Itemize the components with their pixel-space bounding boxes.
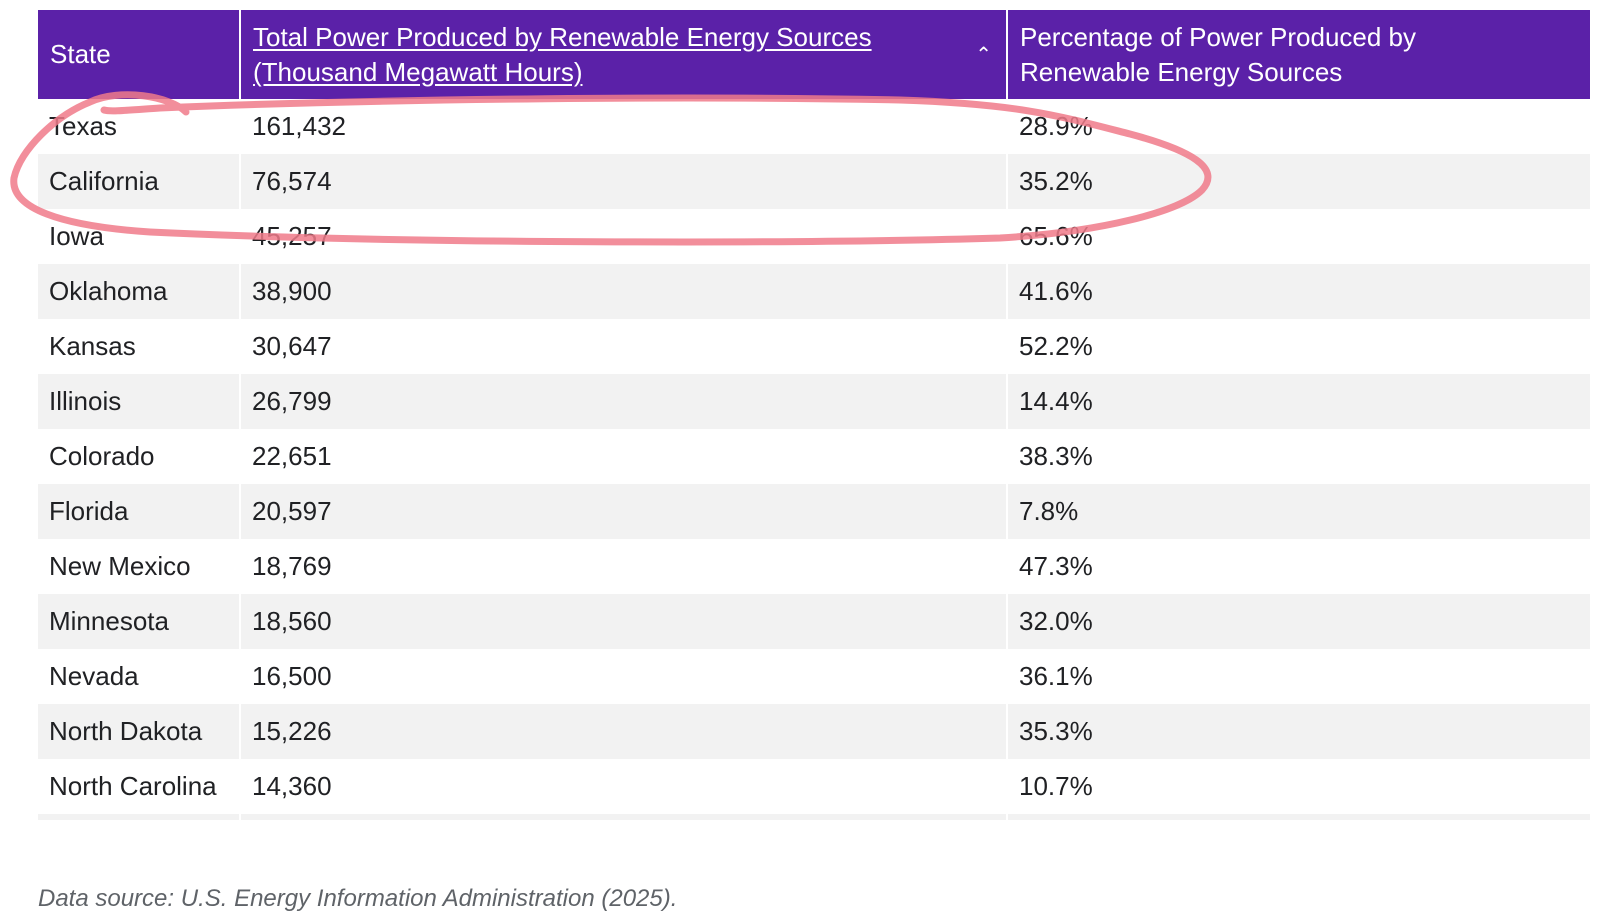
cell-percentage: 36.1% xyxy=(1007,649,1590,704)
cell-percentage: 35.2% xyxy=(1007,154,1590,209)
column-header-state[interactable]: State xyxy=(38,10,241,99)
cell-percentage: 35.3% xyxy=(1007,704,1590,759)
cell-total-power: 20,597 xyxy=(240,484,1008,539)
cell-total-power: 161,432 xyxy=(240,99,1008,154)
cell-percentage: 14.4% xyxy=(1007,374,1590,429)
cell-total-power: 45,257 xyxy=(240,209,1008,264)
table-body: Texas 161,432 28.9% California 76,574 35… xyxy=(38,99,1590,820)
column-header-percentage-line1: Percentage of Power Produced by xyxy=(1020,21,1417,52)
cell-total-power: 38,900 xyxy=(240,264,1008,319)
cell-state: North Dakota xyxy=(38,704,241,759)
cell-total-power: 15,226 xyxy=(240,704,1008,759)
cell-state-empty xyxy=(38,814,241,820)
cell-state: Illinois xyxy=(38,374,241,429)
cell-total-power-empty xyxy=(240,814,1008,820)
cell-state: Colorado xyxy=(38,429,241,484)
cell-state: California xyxy=(38,154,241,209)
table-container[interactable]: State Total Power Produced by Renewable … xyxy=(38,10,1590,820)
column-header-total-power-line1: Total Power Produced by Renewable Energy… xyxy=(253,21,872,52)
cell-total-power: 22,651 xyxy=(240,429,1008,484)
cell-state: Minnesota xyxy=(38,594,241,649)
cell-percentage: 47.3% xyxy=(1007,539,1590,594)
cell-total-power: 76,574 xyxy=(240,154,1008,209)
table-row: Texas 161,432 28.9% xyxy=(38,99,1590,154)
data-source-caption: Data source: U.S. Energy Information Adm… xyxy=(38,885,678,912)
cell-total-power: 14,360 xyxy=(240,759,1008,814)
table-row: Florida 20,597 7.8% xyxy=(38,484,1590,539)
column-header-total-power-line2: (Thousand Megawatt Hours) xyxy=(253,56,583,87)
cell-percentage: 38.3% xyxy=(1007,429,1590,484)
column-header-percentage-line2: Renewable Energy Sources xyxy=(1020,56,1343,87)
cell-state: New Mexico xyxy=(38,539,241,594)
cell-percentage: 65.6% xyxy=(1007,209,1590,264)
table-row: Nevada 16,500 36.1% xyxy=(38,649,1590,704)
cell-total-power: 18,769 xyxy=(240,539,1008,594)
cell-state: Nevada xyxy=(38,649,241,704)
cell-state: Oklahoma xyxy=(38,264,241,319)
cell-total-power: 26,799 xyxy=(240,374,1008,429)
column-header-total-power-label[interactable]: Total Power Produced by Renewable Energy… xyxy=(253,20,872,90)
cell-total-power: 18,560 xyxy=(240,594,1008,649)
cell-percentage-empty xyxy=(1007,814,1590,820)
renewable-energy-table: State Total Power Produced by Renewable … xyxy=(38,10,1590,820)
table-row: Kansas 30,647 52.2% xyxy=(38,319,1590,374)
cell-percentage: 28.9% xyxy=(1007,99,1590,154)
column-header-state-label: State xyxy=(50,39,111,69)
cell-percentage: 7.8% xyxy=(1007,484,1590,539)
table-row: Illinois 26,799 14.4% xyxy=(38,374,1590,429)
table-row-partial xyxy=(38,814,1590,820)
column-header-total-power[interactable]: Total Power Produced by Renewable Energy… xyxy=(240,10,1008,99)
cell-percentage: 32.0% xyxy=(1007,594,1590,649)
table-row: New Mexico 18,769 47.3% xyxy=(38,539,1590,594)
table-header-row: State Total Power Produced by Renewable … xyxy=(38,10,1590,99)
table-row: North Carolina 14,360 10.7% xyxy=(38,759,1590,814)
table-row: Colorado 22,651 38.3% xyxy=(38,429,1590,484)
cell-total-power: 30,647 xyxy=(240,319,1008,374)
cell-percentage: 10.7% xyxy=(1007,759,1590,814)
table-row: Minnesota 18,560 32.0% xyxy=(38,594,1590,649)
cell-total-power: 16,500 xyxy=(240,649,1008,704)
column-header-percentage[interactable]: Percentage of Power Produced by Renewabl… xyxy=(1007,10,1590,99)
cell-percentage: 52.2% xyxy=(1007,319,1590,374)
cell-state: Texas xyxy=(38,99,241,154)
cell-state: Florida xyxy=(38,484,241,539)
cell-state: Iowa xyxy=(38,209,241,264)
table-row: Iowa 45,257 65.6% xyxy=(38,209,1590,264)
table-row: California 76,574 35.2% xyxy=(38,154,1590,209)
cell-state: North Carolina xyxy=(38,759,241,814)
table-row: Oklahoma 38,900 41.6% xyxy=(38,264,1590,319)
cell-state: Kansas xyxy=(38,319,241,374)
cell-percentage: 41.6% xyxy=(1007,264,1590,319)
sort-toggle-total-power[interactable]: Total Power Produced by Renewable Energy… xyxy=(253,20,994,90)
chevron-up-icon[interactable]: ⌃ xyxy=(975,43,992,66)
table-row: North Dakota 15,226 35.3% xyxy=(38,704,1590,759)
